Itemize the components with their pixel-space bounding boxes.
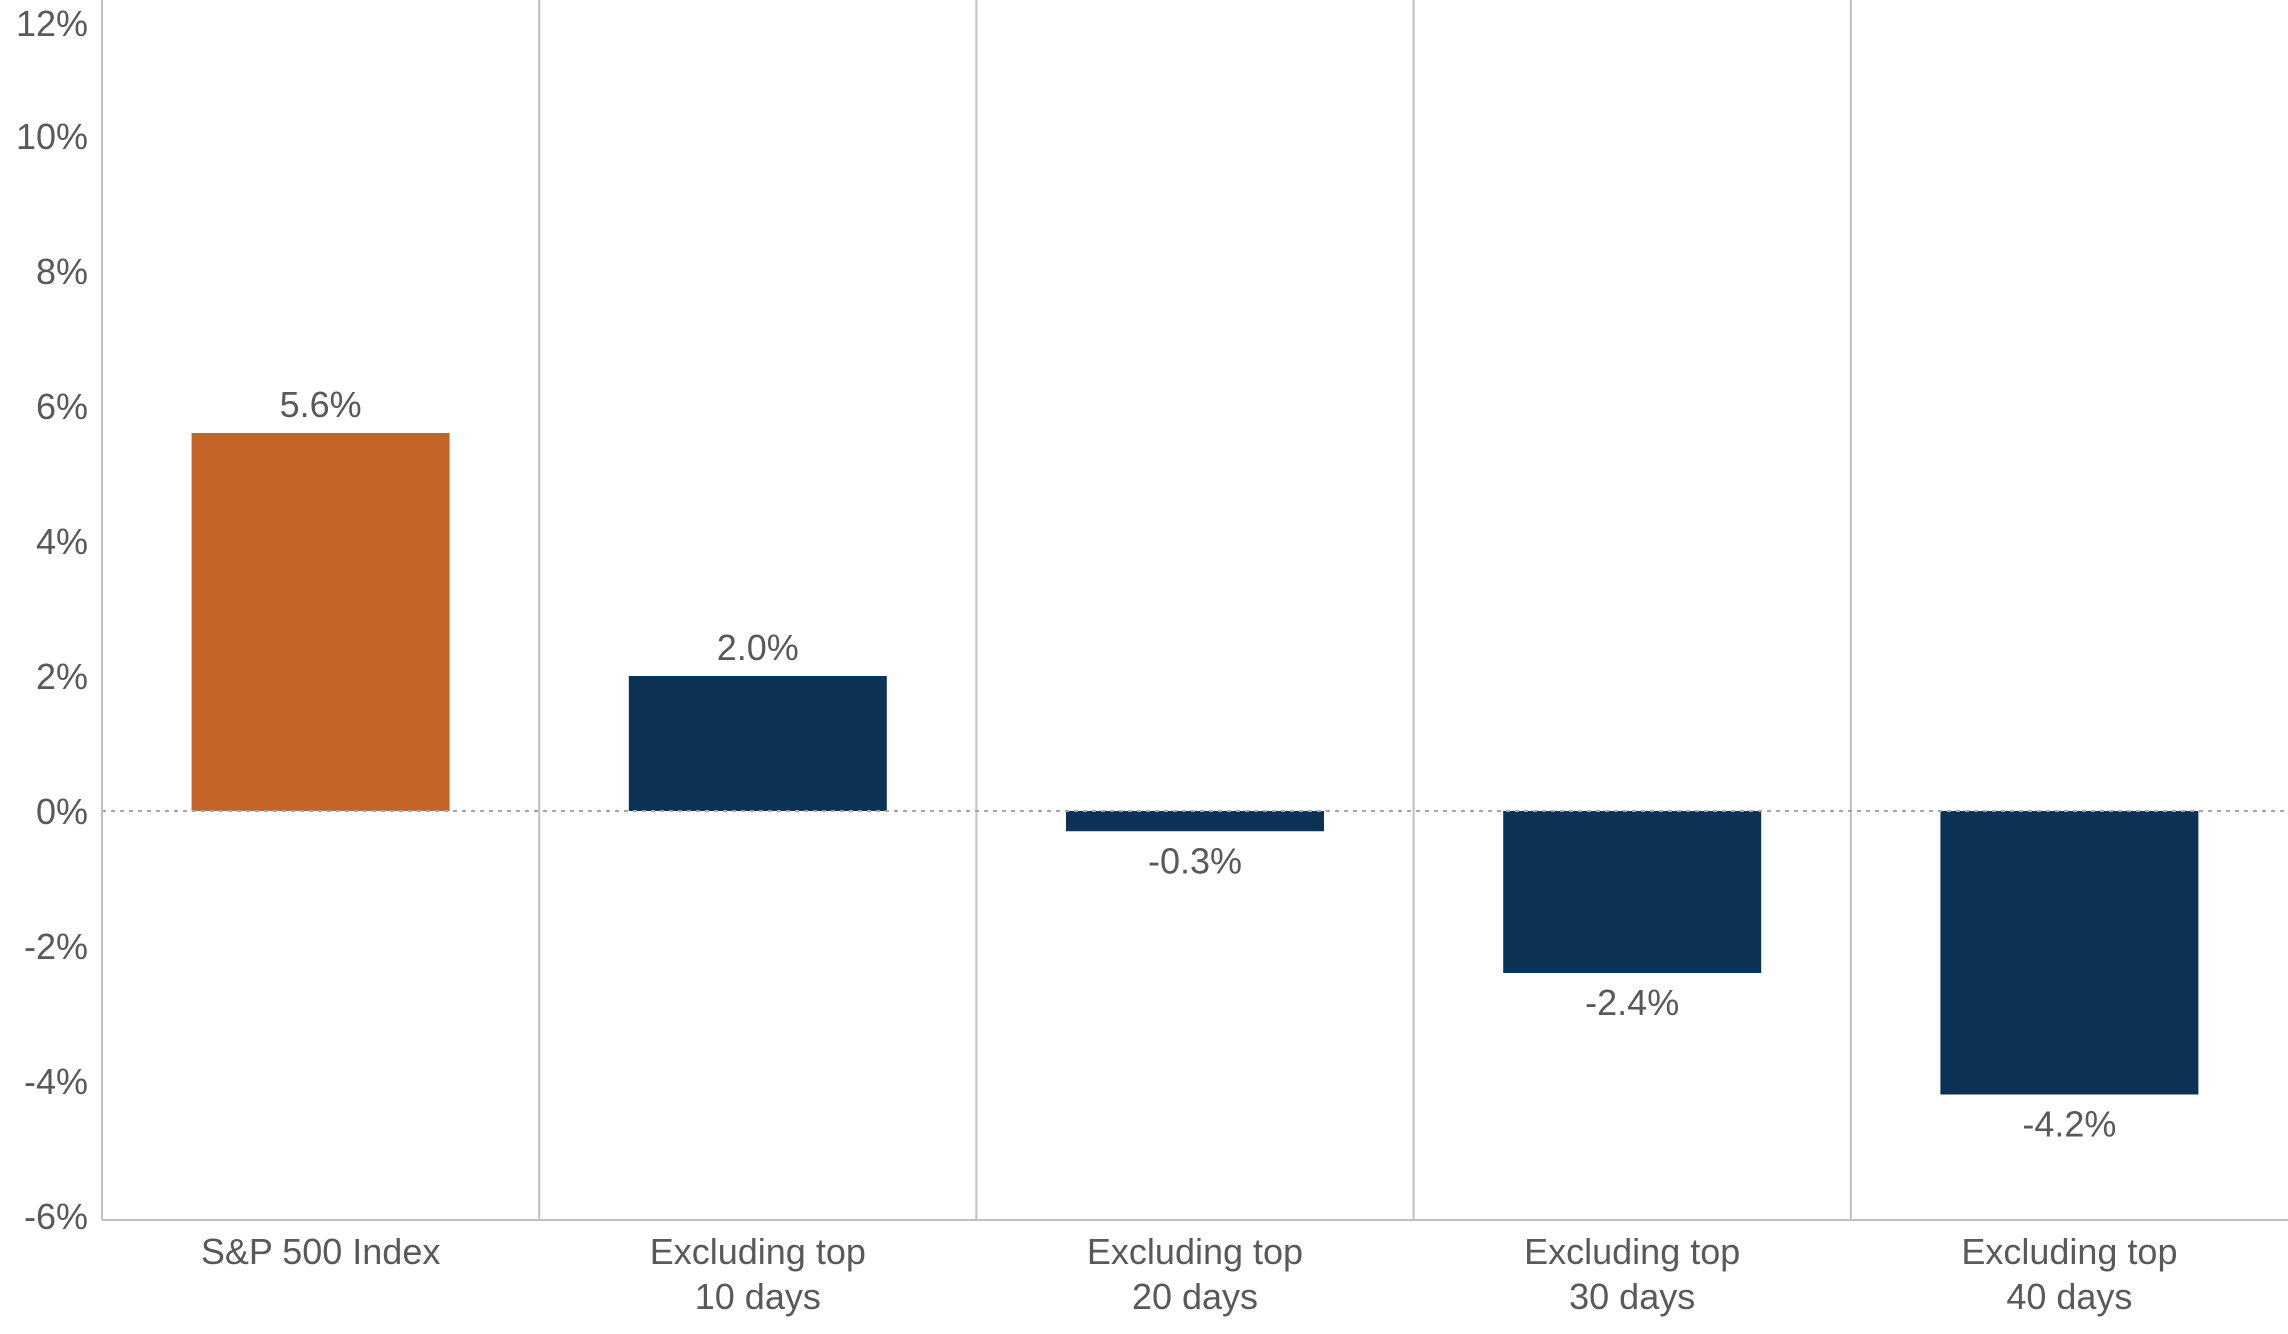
x-axis-tick-labels: S&P 500 Index Excluding top 10 days Excludi… xyxy=(201,1231,2178,1317)
data-label: -2.4% xyxy=(1585,982,1679,1023)
data-label: 5.6% xyxy=(280,384,362,425)
x-tick-label: S&P 500 Index xyxy=(201,1231,441,1272)
data-label: -0.3% xyxy=(1148,840,1242,881)
bar xyxy=(191,433,450,811)
y-tick-label: -6% xyxy=(24,1196,88,1237)
category-separators xyxy=(538,0,1852,1220)
bar xyxy=(1066,811,1324,832)
x-tick-label: Excluding top 20 days xyxy=(1087,1231,1303,1317)
bar xyxy=(1503,811,1762,973)
y-tick-label: -2% xyxy=(24,926,88,967)
y-tick-label: -4% xyxy=(24,1061,88,1102)
y-tick-label: 10% xyxy=(16,116,88,157)
x-tick-label: Excluding top 40 days xyxy=(1961,1231,2177,1317)
y-tick-label: 2% xyxy=(36,656,88,697)
y-axis-tick-labels: 12% 10% 8% 6% 4% 2% 0% -2% -4% -6% xyxy=(16,3,88,1237)
data-label: 2.0% xyxy=(717,627,799,668)
y-tick-label: 8% xyxy=(36,251,88,292)
bar xyxy=(628,676,887,811)
y-tick-label: 12% xyxy=(16,3,88,44)
bars xyxy=(191,433,2199,1095)
data-label: -4.2% xyxy=(2022,1104,2116,1145)
x-tick-label: Excluding top 30 days xyxy=(1524,1231,1740,1317)
y-tick-label: 0% xyxy=(36,791,88,832)
data-labels: 5.6% 2.0% -0.3% -2.4% -4.2% xyxy=(280,384,2117,1145)
y-tick-label: 4% xyxy=(36,521,88,562)
x-tick-label: Excluding top 10 days xyxy=(650,1231,866,1317)
y-tick-label: 6% xyxy=(36,386,88,427)
bar xyxy=(1940,811,2199,1095)
